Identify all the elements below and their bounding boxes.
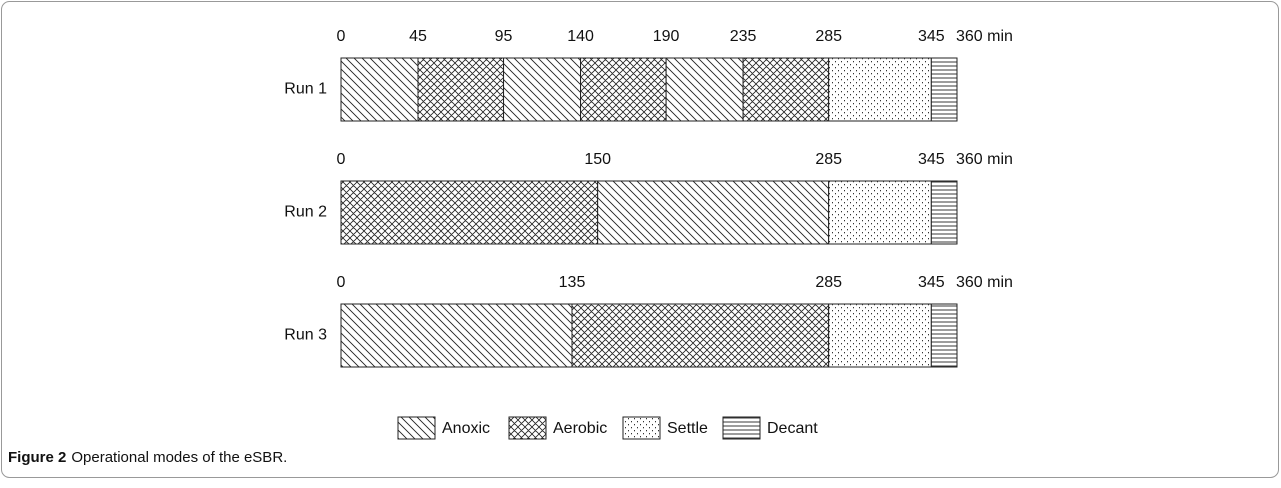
legend-label: Decant	[767, 420, 818, 437]
legend-label: Anoxic	[442, 420, 490, 437]
tick-label: 285	[815, 28, 842, 45]
phase-segment	[417, 57, 505, 122]
caption-text: Operational modes of the eSBR.	[71, 449, 287, 466]
phase-segment	[503, 57, 582, 122]
phase-segment	[665, 57, 744, 122]
phase-segment	[930, 57, 958, 122]
legend-swatch	[508, 416, 547, 440]
tick-label: 0	[337, 274, 346, 291]
tick-label: 95	[495, 28, 513, 45]
phase-segment	[340, 303, 573, 368]
tick-label: 150	[584, 151, 611, 168]
tick-label: 45	[409, 28, 427, 45]
tick-label: 345	[918, 28, 945, 45]
run-label: Run 3	[284, 327, 327, 344]
tick-label: 140	[567, 28, 594, 45]
tick-label: 345	[918, 151, 945, 168]
frame	[1, 1, 1279, 478]
legend-swatch	[397, 416, 436, 440]
phase-segment	[340, 57, 419, 122]
tick-label: 285	[815, 151, 842, 168]
legend-label: Settle	[667, 420, 708, 437]
phase-segment	[930, 180, 958, 245]
run-label: Run 2	[284, 204, 327, 221]
tick-label: 190	[653, 28, 680, 45]
tick-label: 0	[337, 28, 346, 45]
phase-segment	[828, 180, 932, 245]
tick-label: 345	[918, 274, 945, 291]
tick-label: 360 min	[956, 28, 1013, 45]
phase-segment	[828, 57, 932, 122]
tick-label: 235	[730, 28, 757, 45]
caption-label: Figure 2	[8, 449, 66, 466]
phase-segment	[580, 57, 667, 122]
tick-label: 135	[559, 274, 586, 291]
legend-swatch	[622, 416, 661, 440]
legend-label: Aerobic	[553, 420, 607, 437]
caption: Figure 2 Operational modes of the eSBR.	[8, 449, 287, 466]
tick-label: 360 min	[956, 151, 1013, 168]
phase-segment	[828, 303, 932, 368]
legend-swatch	[722, 416, 761, 440]
tick-label: 0	[337, 151, 346, 168]
phase-segment	[571, 303, 830, 368]
tick-label: 285	[815, 274, 842, 291]
phase-segment	[930, 303, 958, 368]
run-label: Run 1	[284, 81, 327, 98]
phase-segment	[742, 57, 830, 122]
phase-segment	[340, 180, 599, 245]
tick-label: 360 min	[956, 274, 1013, 291]
phase-segment	[597, 180, 830, 245]
